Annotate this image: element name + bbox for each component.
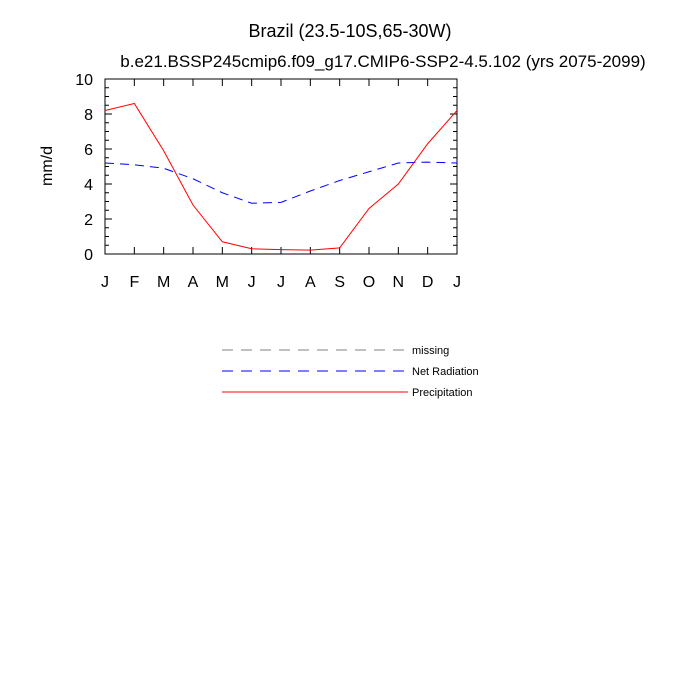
y-tick-label: 10 [75, 72, 93, 89]
chart-subtitle: b.e21.BSSP245cmip6.f09_g17.CMIP6-SSP2-4.… [120, 52, 645, 71]
x-tick-label: J [453, 274, 461, 291]
legend: missing Net Radiation Precipitation [222, 345, 479, 399]
y-tick-label: 6 [84, 142, 93, 159]
x-tick-label: M [216, 274, 229, 291]
y-tick-label: 8 [84, 107, 93, 124]
plot-frame [104, 78, 458, 255]
x-tick-label: F [129, 274, 139, 291]
x-tick-label: J [101, 274, 109, 291]
series-line-precipitation [104, 102, 458, 251]
legend-label: Net Radiation [412, 366, 479, 378]
chart-title: Brazil (23.5-10S,65-30W) [248, 21, 451, 41]
x-tick-label: M [157, 274, 170, 291]
x-tick-label: J [248, 274, 256, 291]
x-tick-label: S [334, 274, 345, 291]
x-tick-label: O [363, 274, 375, 291]
y-axis-label: mm/d [39, 146, 56, 186]
legend-label: missing [412, 345, 449, 357]
y-tick-label: 2 [84, 212, 93, 229]
x-tick-label: J [277, 274, 285, 291]
x-tick-label: A [188, 274, 199, 291]
x-tick-label: N [393, 274, 405, 291]
x-tick-label: A [305, 274, 316, 291]
x-tick-label: D [422, 274, 434, 291]
series-layer [104, 102, 458, 251]
series-line-net-radiation [104, 161, 458, 204]
y-tick-label: 4 [84, 177, 93, 194]
y-tick-label: 0 [84, 247, 93, 264]
legend-label: Precipitation [412, 387, 473, 399]
